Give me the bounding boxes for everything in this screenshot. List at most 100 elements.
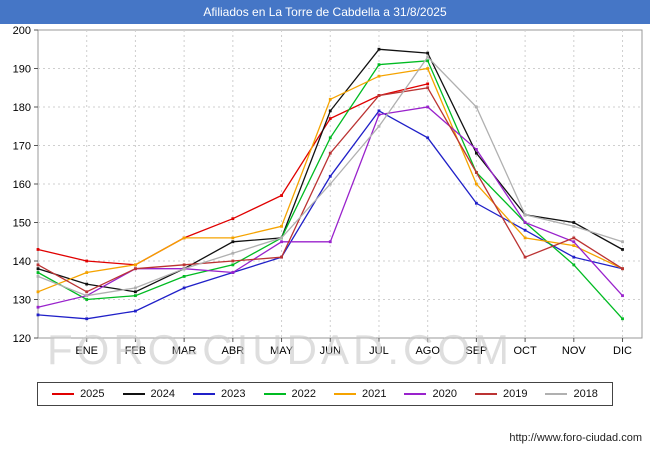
y-tick-label: 200 [13, 25, 31, 37]
data-point [328, 117, 332, 120]
legend-item-2023: 2023 [193, 388, 246, 400]
data-point [523, 228, 527, 232]
y-tick-label: 180 [13, 102, 31, 114]
data-point [182, 236, 186, 240]
data-point [182, 275, 186, 278]
data-point [572, 236, 576, 240]
data-point [328, 97, 332, 101]
data-point [134, 294, 137, 298]
data-point [426, 59, 430, 63]
data-point [572, 244, 576, 247]
series-2019 [36, 86, 624, 294]
data-point [134, 263, 137, 267]
data-point [182, 286, 186, 290]
legend-swatch-2022 [263, 393, 286, 395]
legend-item-2019: 2019 [474, 388, 528, 400]
data-point [134, 286, 137, 290]
x-tick-label: NOV [562, 345, 587, 357]
y-tick-label: 140 [13, 256, 31, 268]
data-point [231, 271, 235, 274]
data-point [36, 267, 40, 271]
data-point [328, 182, 332, 186]
data-point [572, 263, 576, 267]
data-point [328, 174, 332, 178]
x-tick-label: SEP [465, 345, 487, 357]
data-point [134, 290, 137, 294]
data-point [621, 294, 624, 298]
x-tick-label: AGO [415, 345, 440, 357]
data-point [36, 313, 40, 317]
series-2018 [36, 55, 624, 298]
legend-label-2019: 2019 [502, 388, 528, 400]
legend-label-2021: 2021 [362, 388, 387, 400]
chart-title: Afiliados en La Torre de Cabdella a 31/8… [203, 5, 447, 19]
data-point [474, 201, 478, 205]
data-point [36, 305, 40, 309]
data-point [280, 240, 283, 244]
x-tick-label: OCT [513, 345, 537, 357]
legend-item-2018: 2018 [545, 388, 598, 400]
legend-swatch-2023 [193, 393, 216, 395]
data-point [426, 105, 430, 109]
foro-ciudad-link[interactable]: http://www.foro-ciudad.com [509, 432, 642, 444]
y-tick-label: 130 [13, 295, 31, 307]
data-point [231, 259, 235, 263]
data-point [474, 151, 478, 155]
data-point [523, 255, 527, 259]
data-point [572, 224, 576, 228]
data-point [474, 182, 478, 186]
data-point [280, 236, 283, 240]
x-tick-label: JUN [320, 345, 341, 357]
data-point [36, 248, 40, 251]
legend-swatch-2020 [404, 393, 427, 395]
data-point [426, 82, 430, 86]
data-point [377, 74, 381, 78]
legend-swatch-2024 [122, 393, 145, 395]
data-point [328, 240, 332, 244]
data-point [621, 240, 624, 244]
data-point [36, 263, 40, 267]
data-point [377, 47, 381, 51]
data-point [85, 282, 89, 286]
data-point [426, 86, 430, 90]
chart-area: 120 130 140 150 160 170 180 190 200 ENE FEB MAR ABR M… [0, 24, 650, 373]
chart-legend: 2025 2024 2023 2022 2021 2020 2019 2018 [37, 382, 613, 406]
data-point [572, 240, 576, 244]
data-point [85, 290, 89, 294]
chart-title-bar: Afiliados en La Torre de Cabdella a 31/8… [0, 0, 650, 24]
legend-label-2018: 2018 [573, 388, 598, 400]
data-point [474, 171, 478, 174]
data-point [36, 271, 40, 274]
data-point [523, 213, 527, 217]
data-point [377, 94, 381, 97]
legend-label-2025: 2025 [80, 388, 105, 400]
legend-label-2024: 2024 [150, 388, 176, 400]
data-point [85, 271, 89, 274]
legend-item-2025: 2025 [52, 388, 105, 400]
x-tick-label: ABR [222, 345, 245, 357]
data-point [231, 240, 235, 244]
data-point [523, 221, 527, 224]
legend-item-2022: 2022 [263, 388, 316, 400]
data-point [328, 151, 332, 155]
data-point [280, 255, 283, 259]
legend-item-2024: 2024 [122, 388, 176, 400]
data-point [426, 51, 430, 55]
data-point [377, 113, 381, 117]
x-tick-label: MAY [270, 345, 294, 357]
data-point [621, 267, 624, 271]
data-point [182, 267, 186, 271]
data-point [328, 136, 332, 140]
data-point [474, 105, 478, 109]
legend-row: 2025 2024 2023 2022 2021 2020 2019 2018 [0, 382, 650, 406]
legend-label-2020: 2020 [432, 388, 457, 400]
y-tick-label: 120 [13, 333, 31, 345]
data-point [377, 63, 381, 67]
data-point [621, 317, 624, 321]
legend-item-2020: 2020 [404, 388, 457, 400]
data-point [572, 255, 576, 259]
data-point [280, 224, 283, 228]
data-point [231, 263, 235, 267]
data-point [621, 248, 624, 251]
